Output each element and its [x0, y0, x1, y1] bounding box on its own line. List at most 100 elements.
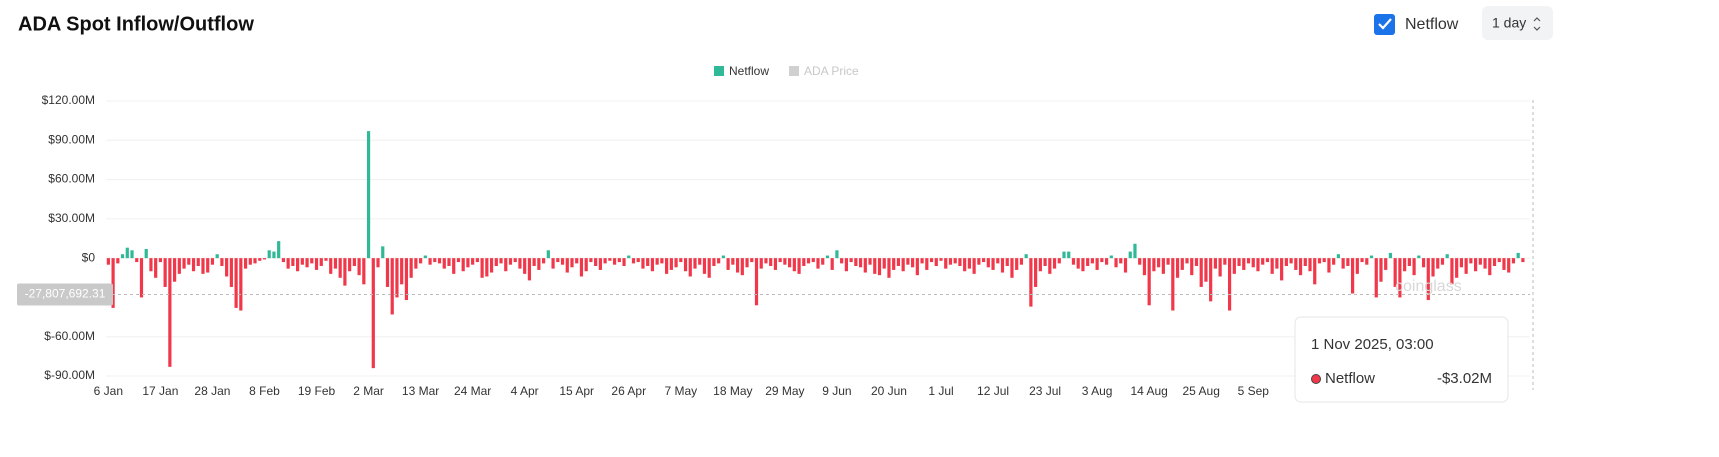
bar: [1142, 258, 1147, 276]
bar: [352, 258, 356, 266]
bar: [1157, 258, 1161, 268]
bar: [816, 258, 820, 269]
bar: [319, 258, 323, 266]
bar: [570, 258, 574, 268]
bar: [1209, 258, 1213, 302]
bar: [792, 258, 796, 272]
bar: [168, 258, 172, 367]
bar: [1185, 258, 1189, 264]
bar: [717, 258, 721, 264]
bar: [977, 258, 981, 265]
bar: [551, 258, 555, 269]
bar: [972, 258, 976, 274]
bar: [863, 258, 867, 273]
bar: [376, 258, 380, 268]
bar: [1355, 258, 1359, 274]
y-tick-label: $0: [82, 250, 96, 264]
bar: [201, 258, 205, 274]
bar: [348, 258, 352, 272]
bar: [1393, 258, 1397, 287]
bar: [1270, 258, 1274, 274]
bar: [934, 258, 938, 266]
bar: [343, 258, 347, 286]
bar: [489, 258, 494, 273]
bar: [1161, 258, 1165, 274]
bar: [1336, 254, 1340, 259]
bar: [1511, 258, 1516, 264]
bar: [1114, 258, 1118, 268]
bar: [1459, 258, 1464, 268]
interval-select[interactable]: [1482, 6, 1553, 40]
x-tick-label: 23 Jul: [1029, 384, 1061, 398]
y-tick-label: $-90.00M: [44, 368, 95, 382]
bar: [617, 258, 621, 263]
bar: [844, 258, 848, 272]
bar: [272, 251, 276, 259]
bar: [665, 258, 669, 274]
bar: [882, 258, 886, 269]
checkbox[interactable]: [1374, 14, 1395, 35]
bar: [1294, 258, 1298, 270]
bar: [1332, 258, 1336, 265]
bar: [310, 258, 314, 264]
bar: [773, 258, 778, 270]
bar: [225, 258, 229, 277]
x-tick-label: 3 Aug: [1082, 384, 1113, 398]
bar: [508, 258, 513, 265]
bar: [764, 258, 768, 264]
bar: [1488, 258, 1492, 276]
bar: [825, 255, 830, 259]
bar: [139, 258, 144, 298]
bar: [636, 258, 640, 263]
bar: [1005, 258, 1009, 266]
bar: [840, 258, 844, 264]
bar: [1265, 258, 1270, 263]
bar: [896, 258, 901, 266]
bar: [1242, 258, 1246, 270]
bar: [579, 258, 584, 277]
bar: [258, 258, 262, 261]
x-tick-label: 6 Jan: [94, 384, 123, 398]
bar: [1204, 258, 1208, 282]
bar: [433, 258, 437, 263]
x-tick-label: 12 Jul: [977, 384, 1009, 398]
bar: [726, 258, 730, 270]
checkbox-label[interactable]: Netflow: [1405, 16, 1459, 33]
bar: [381, 246, 385, 259]
bar: [480, 258, 484, 278]
bar: [499, 258, 503, 264]
bar: [1190, 258, 1194, 276]
interval-label[interactable]: 1 day: [1492, 15, 1526, 31]
chart-title: ADA Spot Inflow/Outflow: [18, 13, 254, 35]
y-tick-label: $120.00M: [42, 93, 95, 107]
bar: [821, 258, 825, 265]
bar: [385, 258, 390, 287]
bar: [1464, 258, 1468, 274]
bar: [565, 258, 569, 273]
bar: [1166, 258, 1170, 265]
bar: [215, 254, 219, 259]
bar: [1062, 251, 1066, 259]
bar: [518, 258, 522, 269]
bar: [1024, 254, 1028, 259]
bar: [1384, 258, 1388, 270]
bar: [901, 258, 905, 272]
bar: [1421, 258, 1426, 268]
bar: [1365, 258, 1369, 265]
bar: [437, 258, 442, 264]
bar: [461, 258, 465, 272]
bar: [769, 258, 773, 266]
bar: [948, 258, 953, 265]
bar: [1090, 258, 1094, 264]
bar: [1284, 258, 1288, 266]
bar: [735, 258, 740, 273]
bar: [409, 258, 413, 278]
bar: [608, 258, 612, 261]
bar: [1043, 258, 1047, 266]
bar: [802, 258, 806, 266]
bar: [1057, 258, 1061, 264]
bar: [1516, 252, 1520, 259]
bar: [182, 258, 186, 269]
bar: [660, 258, 664, 264]
x-tick-label: 26 Apr: [611, 384, 646, 398]
